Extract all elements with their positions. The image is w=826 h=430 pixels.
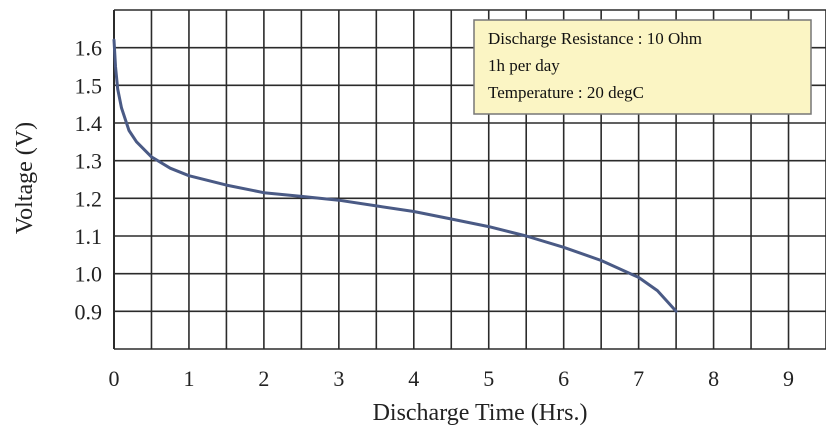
y-tick-label: 1.4 xyxy=(75,111,103,136)
y-tick-label: 1.0 xyxy=(75,262,103,287)
x-tick-label: 2 xyxy=(258,366,269,391)
x-tick-label: 8 xyxy=(708,366,719,391)
y-tick-label: 0.9 xyxy=(75,299,103,324)
annotation-line-temperature: Temperature : 20 degC xyxy=(488,83,644,102)
x-tick-label: 0 xyxy=(109,366,120,391)
annotation-box: Discharge Resistance : 10 Ohm 1h per day… xyxy=(473,19,812,115)
series-line xyxy=(112,38,678,313)
y-tick-label: 1.2 xyxy=(75,186,103,211)
y-tick-label: 1.1 xyxy=(75,224,103,249)
y-tick-label: 1.3 xyxy=(75,149,103,174)
y-tick-label: 1.6 xyxy=(75,36,103,61)
x-tick-label: 4 xyxy=(408,366,419,391)
x-tick-label: 5 xyxy=(483,366,494,391)
x-tick-label: 9 xyxy=(783,366,794,391)
x-tick-label: 6 xyxy=(558,366,569,391)
x-axis-label: Discharge Time (Hrs.) xyxy=(373,400,588,426)
annotation-line-duty: 1h per day xyxy=(488,56,560,75)
x-tick-label: 7 xyxy=(633,366,644,391)
y-tick-label: 1.5 xyxy=(75,73,103,98)
annotation-line-resistance: Discharge Resistance : 10 Ohm xyxy=(488,29,702,48)
x-tick-label: 3 xyxy=(333,366,344,391)
x-tick-label: 1 xyxy=(183,366,194,391)
annotation-box-background xyxy=(473,19,812,115)
series-layer xyxy=(112,38,678,313)
tick-labels: 0 1 2 3 4 5 6 7 8 9 0.9 1.0 1.1 1.2 1.3 1.4 1.5 1.6 xyxy=(75,36,795,391)
y-axis-label: Voltage (V) xyxy=(12,122,38,234)
